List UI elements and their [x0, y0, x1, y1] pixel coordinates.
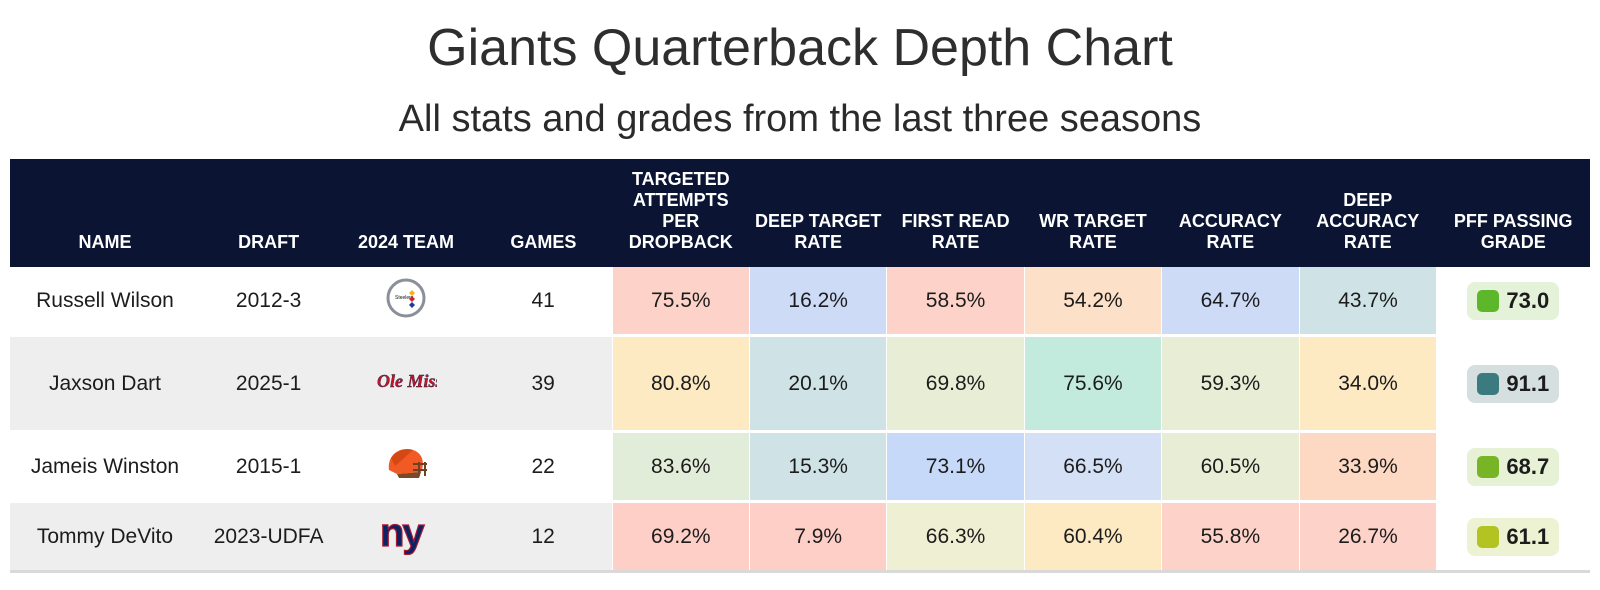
grade-value: 68.7: [1506, 453, 1550, 479]
stat-cell: 54.2%: [1023, 267, 1162, 337]
grade-swatch: [1477, 455, 1500, 478]
stat-cell: 58.5%: [886, 267, 1025, 337]
stat-cell: 69.2%: [611, 501, 750, 573]
grade-cell: 73.0: [1436, 267, 1590, 337]
column-header[interactable]: DRAFT: [199, 159, 338, 267]
stat-cell: 66.5%: [1023, 431, 1162, 503]
stat-cell: 34.0%: [1298, 335, 1437, 433]
player-name: Jameis Winston: [10, 431, 200, 503]
column-header[interactable]: DEEP ACCURACY RATE: [1299, 159, 1437, 267]
grade-swatch: [1477, 289, 1500, 312]
player-name: Russell Wilson: [10, 267, 200, 337]
page-title: Giants Quarterback Depth Chart: [427, 19, 1173, 77]
grade-swatch: [1477, 372, 1500, 395]
ole-miss-logo: Ole Miss: [375, 367, 443, 401]
giants-ny-logo: ny: [379, 510, 432, 561]
column-header[interactable]: 2024 TEAM: [337, 159, 475, 267]
team-logo-cell: Steelers: [337, 267, 475, 337]
team-logo-cell: Ole Miss: [337, 335, 475, 433]
draft-value: 2015-1: [199, 431, 338, 503]
stat-cell: 55.8%: [1161, 501, 1300, 573]
stat-cell: 64.7%: [1161, 267, 1300, 337]
table-row: Russell Wilson 2012-3 Steelers 41 75.5% 16.2%…: [10, 267, 1590, 337]
grade-value: 91.1: [1506, 370, 1550, 396]
header-row: NAME DRAFT 2024 TEAM GAMES TARGETED ATTEMPTS…: [10, 159, 1590, 267]
grade-swatch: [1477, 525, 1500, 548]
stat-cell: 66.3%: [886, 501, 1025, 573]
draft-value: 2025-1: [199, 335, 338, 433]
column-header[interactable]: NAME: [10, 159, 200, 267]
stat-cell: 59.3%: [1161, 335, 1300, 433]
stat-cell: 20.1%: [748, 335, 887, 433]
grade-badge: 68.7: [1467, 447, 1560, 486]
grade-badge: 61.1: [1467, 517, 1560, 556]
stat-cell: 75.6%: [1023, 335, 1162, 433]
grade-cell: 61.1: [1436, 501, 1590, 573]
column-header[interactable]: PFF PASSING GRADE: [1436, 159, 1590, 267]
column-header[interactable]: DEEP TARGET RATE: [749, 159, 887, 267]
player-name: Jaxson Dart: [10, 335, 200, 433]
stat-cell: 7.9%: [748, 501, 887, 573]
player-name: Tommy DeVito: [10, 501, 200, 573]
page-subtitle: All stats and grades from the last three…: [398, 98, 1202, 140]
steelers-logo: Steelers: [386, 278, 426, 324]
games-value: 41: [474, 267, 613, 337]
stat-cell: 60.4%: [1023, 501, 1162, 573]
svg-text:ny: ny: [380, 513, 425, 555]
column-header[interactable]: TARGETED ATTEMPTS PER DROPBACK: [612, 159, 750, 267]
table-row: Jameis Winston 2015-1 22 83.6% 15.3% 73.1% 66.…: [10, 431, 1590, 503]
stat-cell: 15.3%: [748, 431, 887, 503]
grade-badge: 91.1: [1467, 364, 1560, 403]
stat-cell: 80.8%: [611, 335, 750, 433]
draft-value: 2012-3: [199, 267, 338, 337]
column-header[interactable]: GAMES: [474, 159, 613, 267]
stat-cell: 69.8%: [886, 335, 1025, 433]
stat-cell: 26.7%: [1298, 501, 1437, 573]
column-header[interactable]: FIRST READ RATE: [886, 159, 1025, 267]
team-logo-cell: ny: [337, 501, 475, 573]
grade-cell: 68.7: [1436, 431, 1590, 503]
browns-helmet-logo: [383, 444, 429, 490]
depth-chart-table: NAME DRAFT 2024 TEAM GAMES TARGETED ATTEMPTS…: [10, 159, 1590, 573]
column-header[interactable]: ACCURACY RATE: [1161, 159, 1300, 267]
games-value: 39: [474, 335, 613, 433]
svg-text:Ole Miss: Ole Miss: [377, 371, 437, 391]
stat-cell: 60.5%: [1161, 431, 1300, 503]
grade-badge: 73.0: [1467, 281, 1560, 320]
games-value: 22: [474, 431, 613, 503]
stat-cell: 33.9%: [1298, 431, 1437, 503]
grade-cell: 91.1: [1436, 335, 1590, 433]
table-row: Tommy DeVito 2023-UDFA ny 12 69.2% 7.9% 66.3% 6…: [10, 501, 1590, 573]
grade-value: 61.1: [1506, 523, 1550, 549]
stat-cell: 16.2%: [748, 267, 887, 337]
table-body: Russell Wilson 2012-3 Steelers 41 75.5% 16.2%…: [10, 267, 1590, 573]
stat-cell: 43.7%: [1298, 267, 1437, 337]
svg-text:Steelers: Steelers: [395, 295, 414, 301]
team-logo-cell: [337, 431, 475, 503]
stat-cell: 75.5%: [611, 267, 750, 337]
stat-cell: 83.6%: [611, 431, 750, 503]
games-value: 12: [474, 501, 613, 573]
column-header[interactable]: WR TARGET RATE: [1024, 159, 1162, 267]
stat-cell: 73.1%: [886, 431, 1025, 503]
draft-value: 2023-UDFA: [199, 501, 338, 573]
table-row: Jaxson Dart 2025-1 Ole Miss 39 80.8% 20.1% 69.…: [10, 335, 1590, 433]
grade-value: 73.0: [1506, 287, 1550, 313]
